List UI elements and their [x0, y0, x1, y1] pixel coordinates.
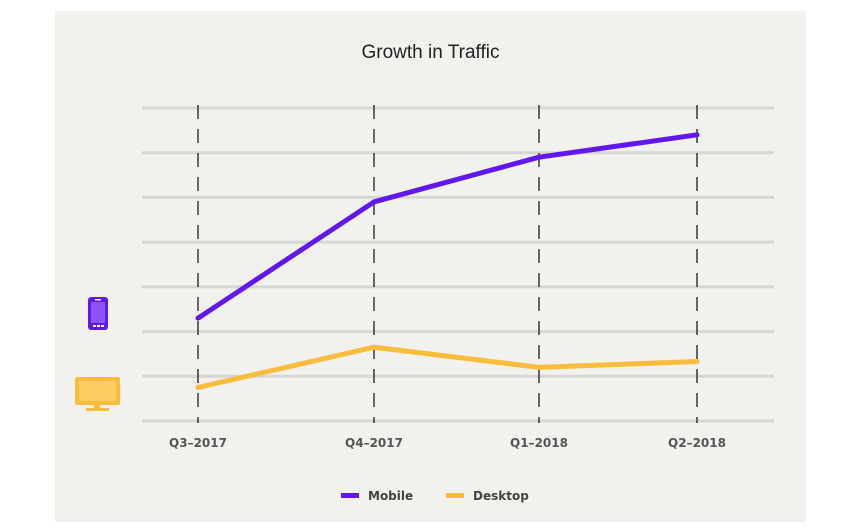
chart-panel: Growth in Traffic Q3–2017 Q4–2017 Q1–2018 Q…: [55, 11, 806, 522]
data-point-mobile: [195, 315, 201, 321]
chart-title: Growth in Traffic: [361, 42, 500, 63]
chart-svg: Q3–2017 Q4–2017 Q1–2018 Q2–2018 Mobile: [75, 105, 774, 503]
smartphone-icon: [88, 297, 108, 330]
legend-swatch-mobile: [341, 493, 359, 498]
x-tick-layer: Q3–2017 Q4–2017 Q1–2018 Q2–2018: [169, 436, 726, 450]
legend-label-mobile: Mobile: [368, 489, 413, 503]
data-point-desktop: [536, 364, 542, 370]
x-tick-label: Q2–2018: [668, 436, 726, 450]
data-point-desktop: [371, 344, 377, 350]
grid-layer: [142, 106, 774, 423]
data-point-desktop: [195, 384, 201, 390]
x-tick-label: Q4–2017: [345, 436, 403, 450]
legend: Mobile Desktop: [341, 489, 529, 503]
series-line-desktop: [197, 344, 698, 390]
data-point-mobile: [694, 132, 700, 138]
data-point-mobile: [371, 199, 377, 205]
legend-label-desktop: Desktop: [473, 489, 529, 503]
data-point-mobile: [536, 154, 542, 160]
data-point-desktop: [694, 359, 700, 365]
monitor-icon: [75, 377, 120, 411]
x-tick-label: Q3–2017: [169, 436, 227, 450]
x-tick-label: Q1–2018: [510, 436, 568, 450]
legend-swatch-desktop: [446, 493, 464, 498]
series-layer: [195, 132, 700, 390]
series-line-mobile: [196, 132, 698, 321]
